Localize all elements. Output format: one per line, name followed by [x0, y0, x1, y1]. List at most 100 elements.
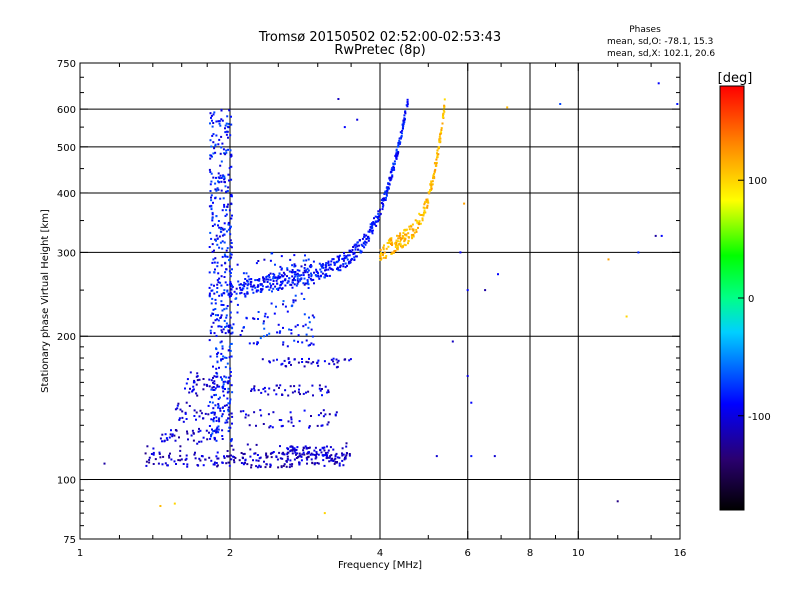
data-point [394, 246, 397, 248]
data-point [380, 252, 382, 255]
y-tick-label: 500 [57, 143, 76, 154]
data-point [265, 278, 268, 281]
data-point [179, 459, 182, 462]
data-point [227, 410, 230, 413]
data-point [221, 227, 224, 230]
data-point [293, 358, 296, 361]
data-point [342, 265, 345, 268]
data-point [215, 334, 218, 337]
data-point [228, 402, 231, 405]
data-point [286, 267, 289, 270]
data-point [257, 285, 260, 288]
data-point [282, 343, 285, 346]
data-point [238, 459, 241, 462]
data-point [301, 341, 304, 344]
data-point [309, 264, 312, 266]
data-point [249, 283, 252, 286]
data-point [298, 388, 300, 391]
data-point [277, 275, 280, 278]
data-point [310, 452, 313, 455]
data-point [303, 277, 306, 280]
data-point [365, 234, 368, 237]
data-point [211, 386, 214, 389]
data-point [220, 325, 223, 328]
data-point [315, 453, 318, 455]
data-point [230, 195, 233, 197]
data-point [328, 362, 331, 365]
data-point [288, 328, 291, 331]
data-point [276, 276, 279, 279]
data-point [211, 119, 213, 122]
data-point [249, 281, 252, 284]
data-point [210, 418, 213, 421]
data-point [216, 187, 219, 190]
data-point [372, 221, 375, 224]
data-point [301, 453, 304, 456]
data-point [219, 152, 222, 155]
data-point [294, 325, 297, 328]
data-point [255, 289, 258, 292]
data-point [305, 269, 308, 272]
data-point [290, 329, 293, 331]
data-point [395, 148, 398, 151]
data-point [326, 456, 329, 459]
data-point [232, 323, 235, 326]
data-point [157, 462, 160, 465]
data-point [215, 189, 218, 192]
data-point [396, 248, 399, 251]
data-point [230, 454, 232, 457]
data-point [261, 285, 264, 288]
data-point [369, 223, 372, 226]
data-point [220, 314, 223, 317]
data-point [349, 358, 352, 361]
data-point [278, 386, 280, 389]
data-point [232, 455, 234, 458]
data-point [210, 154, 212, 157]
data-point [308, 316, 310, 319]
data-point [170, 458, 173, 461]
data-point [213, 461, 216, 464]
data-point [345, 442, 348, 445]
data-point [252, 317, 255, 320]
data-point [208, 431, 210, 434]
data-point [210, 379, 213, 382]
data-point [308, 451, 310, 454]
data-point [326, 275, 329, 277]
colorbar-tick-label: 100 [748, 176, 767, 187]
data-point [184, 387, 186, 390]
data-point [291, 391, 294, 394]
data-point [265, 454, 268, 457]
data-point [252, 342, 255, 345]
data-point [327, 260, 330, 263]
data-point [225, 213, 228, 216]
data-point [162, 455, 165, 458]
data-point [246, 292, 249, 295]
data-point [285, 460, 288, 463]
data-point [210, 194, 213, 197]
data-point [209, 183, 212, 186]
data-point [383, 251, 386, 254]
data-point [396, 145, 399, 148]
data-point [273, 273, 276, 276]
data-point [319, 448, 322, 451]
data-point [308, 426, 311, 429]
data-point [219, 409, 222, 412]
data-point [388, 241, 391, 244]
data-point [279, 384, 282, 387]
data-point [400, 135, 403, 137]
data-point [229, 245, 232, 248]
data-point [616, 500, 619, 503]
data-point [277, 323, 280, 326]
data-point [426, 204, 429, 207]
data-point [223, 175, 226, 178]
data-point [198, 440, 201, 443]
data-point [298, 452, 301, 455]
data-point [211, 432, 214, 435]
data-point [376, 217, 379, 220]
data-point [470, 455, 473, 458]
data-point [278, 276, 280, 279]
data-point [377, 220, 379, 223]
data-point [225, 249, 228, 252]
data-point [426, 198, 429, 201]
